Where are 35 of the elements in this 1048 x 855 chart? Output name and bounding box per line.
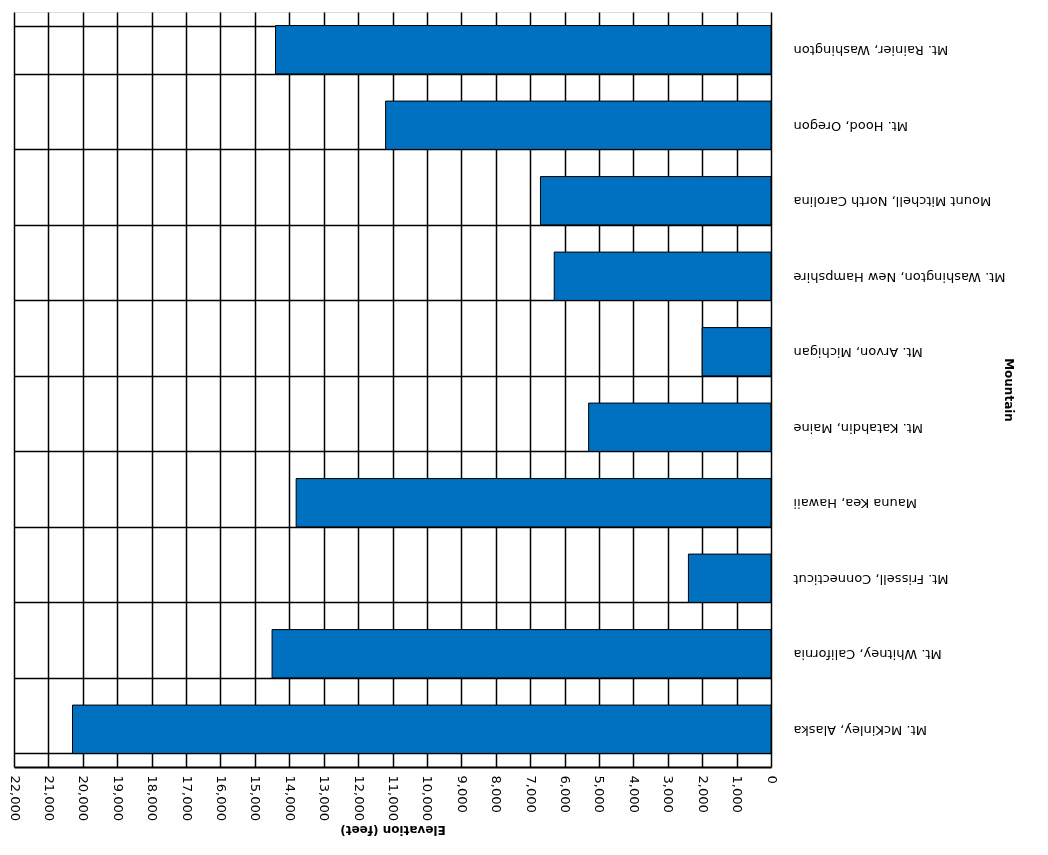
x-tick-label: 1,000 <box>730 775 746 813</box>
x-tick-label: 22,000 <box>7 775 23 821</box>
x-tick-label: 8,000 <box>489 775 505 813</box>
x-tick-label: 15,000 <box>248 775 264 821</box>
y-tick-label: Mt. Whitney, California <box>793 647 942 663</box>
x-tick-label: 21,000 <box>41 775 57 821</box>
x-tick-label: 10,000 <box>420 775 436 821</box>
y-tick-label: Mt. Washington, New Hampshire <box>793 269 1006 285</box>
x-tick-label: 18,000 <box>145 775 161 821</box>
y-axis-title: Mountain <box>1001 358 1016 422</box>
y-tick-label: Mt. Arvon, Michigan <box>793 345 923 361</box>
x-tick-label: 11,000 <box>386 775 401 821</box>
y-tick-label: Mt. Frissell, Connecticut <box>793 571 949 587</box>
x-tick-label: 0 <box>764 775 780 784</box>
x-tick-label: 19,000 <box>110 775 126 821</box>
y-tick-label: Mt. Katahdin, Maine <box>793 420 924 436</box>
x-tick-label: 6,000 <box>558 775 574 813</box>
y-tick-label: Mt. Hood, Oregon <box>793 118 909 134</box>
x-tick-label: 17,000 <box>179 775 195 821</box>
x-tick-label: 5,000 <box>592 775 608 813</box>
x-tick-label: 4,000 <box>626 775 642 813</box>
x-tick-label: 20,000 <box>76 775 92 821</box>
y-tick-label: Mt. McKinley, Alaska <box>793 722 927 738</box>
y-tick-label: Mount Mitchell, North Carolina <box>793 194 992 210</box>
y-tick-label: Mauna Kea, Hawaii <box>793 496 917 512</box>
x-tick-label: 9,000 <box>454 775 470 813</box>
x-tick-label: 12,000 <box>351 775 367 821</box>
x-tick-label: 13,000 <box>317 775 333 821</box>
x-tick-label: 14,000 <box>282 775 298 821</box>
y-tick-label: Mt. Rainier, Washington <box>793 43 949 59</box>
x-tick-label: 2,000 <box>695 775 711 813</box>
x-tick-label: 3,000 <box>661 775 677 813</box>
x-tick-label: 7,000 <box>523 775 539 813</box>
x-tick-label: 16,000 <box>213 775 229 821</box>
x-axis-title: Elevation (feet) <box>340 822 446 837</box>
